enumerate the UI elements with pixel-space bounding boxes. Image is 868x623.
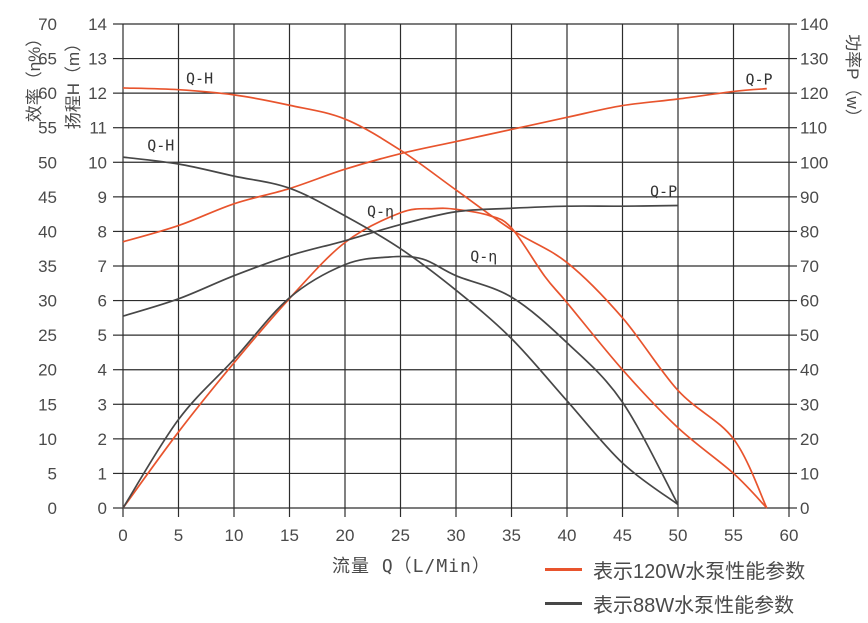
eta-tick-label: 60 xyxy=(38,84,57,103)
eta-tick-label: 0 xyxy=(48,499,57,518)
q-tick-label: 45 xyxy=(613,526,632,545)
curve-label: Q-P xyxy=(745,71,772,89)
legend-item-88w: 表示88W水泵性能参数 xyxy=(545,586,805,620)
y-axis-title-power: 功率P（w） xyxy=(843,34,862,126)
q-tick-label: 25 xyxy=(391,526,410,545)
p-tick-label: 80 xyxy=(800,222,819,241)
q-tick-label: 15 xyxy=(280,526,299,545)
q-tick-label: 55 xyxy=(724,526,743,545)
curve-label: Q-P xyxy=(650,183,677,201)
eta-tick-label: 5 xyxy=(48,464,57,483)
eta-tick-label: 70 xyxy=(38,15,57,34)
curve-label: Q-H xyxy=(186,70,213,88)
h-tick-label: 3 xyxy=(98,395,107,414)
p-tick-label: 40 xyxy=(800,361,819,380)
h-tick-label: 9 xyxy=(98,188,107,207)
curve-120w-q-η xyxy=(122,207,768,509)
legend-label-120w: 表示120W水泵性能参数 xyxy=(593,560,806,583)
h-tick-label: 14 xyxy=(88,15,107,34)
q-tick-label: 40 xyxy=(558,526,577,545)
q-tick-label: 30 xyxy=(447,526,466,545)
tick-labels: 7065605550454035302520151050141312111098… xyxy=(38,15,828,545)
eta-tick-label: 35 xyxy=(38,257,57,276)
h-tick-label: 13 xyxy=(88,50,107,69)
q-tick-label: 60 xyxy=(780,526,799,545)
eta-tick-label: 50 xyxy=(38,153,57,172)
y-axis-title-head: 扬程H（m） xyxy=(64,35,83,129)
curve-88w-q-η xyxy=(122,255,679,509)
eta-tick-label: 55 xyxy=(38,119,57,138)
p-tick-label: 70 xyxy=(800,257,819,276)
eta-tick-label: 65 xyxy=(38,50,57,69)
p-tick-label: 60 xyxy=(800,292,819,311)
p-tick-label: 30 xyxy=(800,395,819,414)
p-tick-label: 0 xyxy=(800,499,809,518)
eta-tick-label: 15 xyxy=(38,395,57,414)
h-tick-label: 1 xyxy=(98,464,107,483)
p-tick-label: 120 xyxy=(800,84,828,103)
h-tick-label: 6 xyxy=(98,292,107,311)
legend-swatch-120w-red-line xyxy=(545,567,582,571)
y-axis-title-efficiency: 效率（η%） xyxy=(25,30,44,123)
eta-tick-label: 30 xyxy=(38,292,57,311)
h-tick-label: 11 xyxy=(89,119,107,138)
curve-label: Q-H xyxy=(147,137,174,155)
curve-88w-q-p xyxy=(122,204,679,317)
q-tick-label: 35 xyxy=(502,526,521,545)
legend-item-120w: 表示120W水泵性能参数 xyxy=(545,552,805,586)
p-tick-label: 90 xyxy=(800,188,819,207)
h-tick-label: 4 xyxy=(98,361,107,380)
h-tick-label: 2 xyxy=(98,430,107,449)
h-tick-label: 8 xyxy=(98,222,107,241)
eta-tick-label: 40 xyxy=(38,222,57,241)
grid xyxy=(113,23,797,517)
q-tick-label: 50 xyxy=(669,526,688,545)
curve-labels: Q-H Q-H Q-P Q-P Q-η Q-η xyxy=(147,70,772,266)
h-tick-label: 12 xyxy=(88,84,107,103)
eta-tick-label: 25 xyxy=(38,326,57,345)
curve-label: Q-η xyxy=(367,202,394,220)
p-tick-label: 50 xyxy=(800,326,819,345)
p-tick-label: 110 xyxy=(800,119,827,138)
p-tick-label: 140 xyxy=(800,15,828,34)
x-axis-title: 流量 Q（L/Min） xyxy=(332,556,491,577)
eta-tick-label: 10 xyxy=(38,430,57,449)
legend: 表示120W水泵性能参数 表示88W水泵性能参数 xyxy=(545,552,805,620)
legend-swatch-88w-black-line xyxy=(545,601,582,605)
p-tick-label: 130 xyxy=(800,50,828,69)
legend-label-88w: 表示88W水泵性能参数 xyxy=(593,594,795,617)
h-tick-label: 10 xyxy=(88,153,107,172)
curve-label: Q-η xyxy=(470,247,497,265)
h-tick-label: 5 xyxy=(98,326,107,345)
p-tick-label: 20 xyxy=(800,430,819,449)
curve-120w-q-p xyxy=(122,87,767,243)
curve-120w-q-h xyxy=(122,87,768,509)
axis-titles: 效率（η%） 扬程H（m） 功率P（w） xyxy=(25,30,862,130)
p-tick-label: 10 xyxy=(800,464,819,483)
q-tick-label: 20 xyxy=(336,526,355,545)
h-tick-label: 7 xyxy=(98,257,107,276)
q-tick-label: 10 xyxy=(225,526,244,545)
eta-tick-label: 20 xyxy=(38,361,57,380)
h-tick-label: 0 xyxy=(98,499,107,518)
q-tick-label: 5 xyxy=(174,526,183,545)
q-tick-label: 0 xyxy=(118,526,127,545)
p-tick-label: 100 xyxy=(800,153,828,172)
eta-tick-label: 45 xyxy=(38,188,57,207)
